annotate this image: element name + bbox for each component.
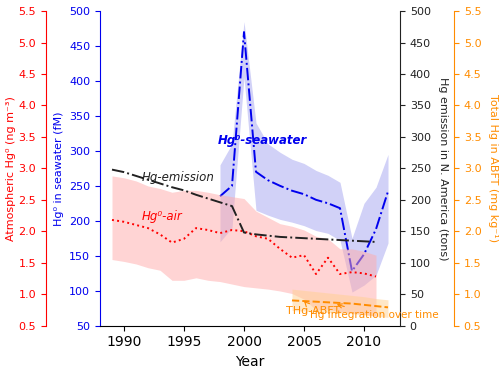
Y-axis label: Atmospheric Hg⁰ (ng m⁻³): Atmospheric Hg⁰ (ng m⁻³) [6,96,16,241]
Y-axis label: Hg⁰ in seawater (fM): Hg⁰ in seawater (fM) [54,111,64,226]
X-axis label: Year: Year [236,355,264,369]
Text: Hg⁰-air: Hg⁰-air [142,210,183,223]
Text: Hg⁰-seawater: Hg⁰-seawater [218,134,306,147]
Text: THg-ABFT: THg-ABFT [286,302,340,316]
Y-axis label: Total Hg in ABFT (mg kg⁻¹): Total Hg in ABFT (mg kg⁻¹) [488,94,498,242]
Y-axis label: Hg emission in N. America (tons): Hg emission in N. America (tons) [438,77,448,260]
Text: Hg-emission: Hg-emission [142,171,215,184]
Text: Hg integration over time: Hg integration over time [310,304,438,320]
